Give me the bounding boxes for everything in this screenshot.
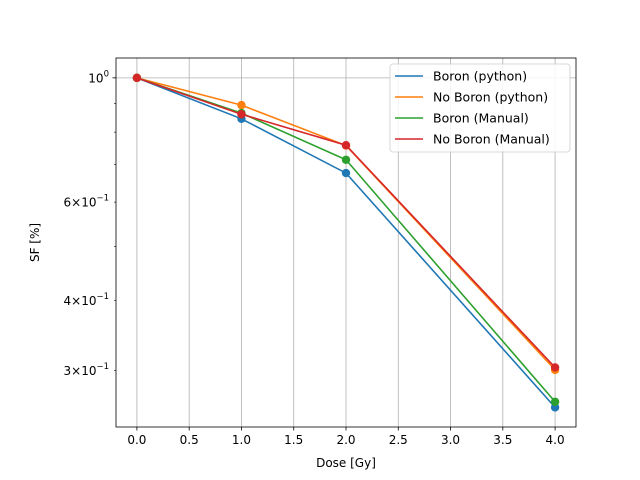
data-point-2-2	[341, 155, 351, 164]
x-tick-label-5: 2.5	[389, 433, 408, 447]
y-axis-ticks: 100 3×10−1 4×10−1 6×10−1	[64, 69, 116, 378]
x-tick-label-8: 4.0	[546, 433, 565, 447]
legend-label-2: Boron (Manual)	[433, 111, 529, 126]
y-axis-label: SF [%]	[28, 223, 42, 262]
y-major-tick-label-0: 100	[88, 69, 109, 85]
series-line-1	[136, 77, 556, 371]
legend-box	[389, 63, 571, 153]
data-point-3-2	[341, 141, 351, 150]
data-point-3-1	[237, 110, 246, 119]
data-point-1-1	[237, 100, 246, 110]
x-tick-label-3: 1.5	[284, 433, 303, 447]
data-point-2-3	[550, 397, 560, 406]
series-group	[132, 73, 560, 412]
data-point-3-0	[132, 73, 142, 83]
y-minor-tick-label-1: 4×10−1	[64, 292, 110, 308]
x-tick-label-2: 1.0	[232, 433, 251, 447]
x-axis-label: Dose [Gy]	[316, 456, 376, 470]
y-minor-tick-label-0: 3×10−1	[64, 362, 110, 378]
x-tick-label-6: 3.0	[441, 433, 460, 447]
legend-label-0: Boron (python)	[433, 69, 527, 84]
legend-label-1: No Boron (python)	[433, 90, 548, 105]
series-line-0	[136, 77, 556, 408]
legend: Boron (python) No Boron (python) Boron (Ma…	[389, 63, 571, 153]
x-tick-label-7: 3.5	[493, 433, 512, 447]
y-minor-tick-label-3: 6×10−1	[64, 194, 110, 210]
series-3	[132, 73, 560, 372]
data-point-0-2	[341, 168, 351, 178]
x-tick-label-4: 2.0	[336, 433, 355, 447]
x-axis-ticks: 0.0 0.5 1.0 1.5 2.0 2.5 3.0 3.5 4.0	[127, 427, 565, 447]
series-line-3	[136, 77, 556, 369]
legend-label-3: No Boron (Manual)	[433, 132, 550, 147]
x-tick-label-1: 0.5	[180, 433, 199, 447]
data-point-3-3	[550, 363, 560, 372]
x-tick-label-0: 0.0	[127, 433, 146, 447]
